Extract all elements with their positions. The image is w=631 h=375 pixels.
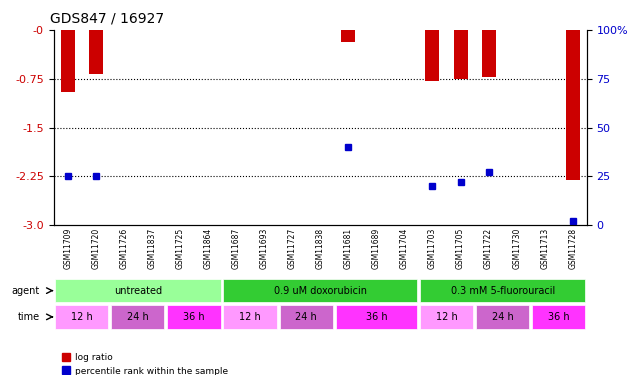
Text: 24 h: 24 h xyxy=(295,312,317,322)
Text: 12 h: 12 h xyxy=(71,312,93,322)
Text: GSM11681: GSM11681 xyxy=(344,228,353,269)
Legend: log ratio, percentile rank within the sample: log ratio, percentile rank within the sa… xyxy=(58,350,232,375)
Bar xyxy=(566,30,580,180)
Text: GSM11693: GSM11693 xyxy=(259,228,269,269)
Bar xyxy=(425,30,440,81)
Text: GSM11709: GSM11709 xyxy=(63,228,72,269)
FancyBboxPatch shape xyxy=(420,305,473,328)
Text: 0.9 uM doxorubicin: 0.9 uM doxorubicin xyxy=(274,286,367,296)
Text: GSM11704: GSM11704 xyxy=(400,228,409,269)
FancyBboxPatch shape xyxy=(476,305,529,328)
FancyBboxPatch shape xyxy=(532,305,586,328)
Bar xyxy=(454,30,468,79)
Text: 12 h: 12 h xyxy=(239,312,261,322)
Text: GSM11705: GSM11705 xyxy=(456,228,465,269)
Text: GSM11727: GSM11727 xyxy=(288,228,297,269)
Bar xyxy=(481,30,495,77)
Text: GSM11725: GSM11725 xyxy=(175,228,184,269)
Text: 24 h: 24 h xyxy=(127,312,149,322)
Text: GSM11730: GSM11730 xyxy=(512,228,521,269)
Text: GSM11687: GSM11687 xyxy=(232,228,240,269)
Bar xyxy=(61,30,74,92)
FancyBboxPatch shape xyxy=(420,279,586,302)
Text: 0.3 mM 5-fluorouracil: 0.3 mM 5-fluorouracil xyxy=(451,286,555,296)
FancyBboxPatch shape xyxy=(280,305,333,328)
Text: untreated: untreated xyxy=(114,286,162,296)
FancyBboxPatch shape xyxy=(223,305,277,328)
Text: GSM11689: GSM11689 xyxy=(372,228,381,269)
Text: time: time xyxy=(18,312,40,322)
Text: GSM11864: GSM11864 xyxy=(203,228,213,269)
Text: GSM11726: GSM11726 xyxy=(119,228,128,269)
Text: 36 h: 36 h xyxy=(183,312,205,322)
Text: GSM11722: GSM11722 xyxy=(484,228,493,269)
Text: 36 h: 36 h xyxy=(365,312,387,322)
Text: GDS847 / 16927: GDS847 / 16927 xyxy=(50,11,165,25)
FancyBboxPatch shape xyxy=(111,305,165,328)
Text: GSM11728: GSM11728 xyxy=(569,228,577,269)
FancyBboxPatch shape xyxy=(336,305,417,328)
FancyBboxPatch shape xyxy=(55,279,221,302)
Text: GSM11837: GSM11837 xyxy=(148,228,156,269)
Text: GSM11838: GSM11838 xyxy=(316,228,325,269)
Text: GSM11720: GSM11720 xyxy=(91,228,100,269)
FancyBboxPatch shape xyxy=(167,305,221,328)
Text: GSM11713: GSM11713 xyxy=(540,228,549,269)
Bar xyxy=(341,30,355,42)
FancyBboxPatch shape xyxy=(223,279,417,302)
Text: agent: agent xyxy=(11,286,40,296)
Text: 36 h: 36 h xyxy=(548,312,570,322)
FancyBboxPatch shape xyxy=(55,305,109,328)
Bar xyxy=(89,30,103,74)
Text: GSM11703: GSM11703 xyxy=(428,228,437,269)
Text: 12 h: 12 h xyxy=(435,312,457,322)
Text: 24 h: 24 h xyxy=(492,312,514,322)
